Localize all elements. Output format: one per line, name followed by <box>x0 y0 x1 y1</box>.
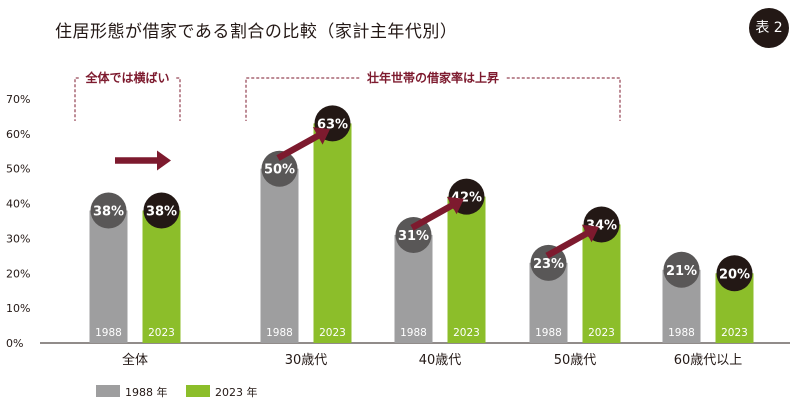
bar-2023 <box>142 210 181 343</box>
y-tick-label: 70% <box>6 93 30 106</box>
value-bubble <box>395 216 432 253</box>
bar-2023 <box>447 196 486 343</box>
value-bubble <box>530 244 567 281</box>
bar-year-label: 1988 <box>668 327 695 339</box>
legend-label: 1988 年 <box>125 385 168 399</box>
annotation-text: 全体では横ばい <box>84 70 169 85</box>
bar-year-label: 2023 <box>453 327 480 339</box>
bar-1988 <box>394 234 433 343</box>
right-arrow-icon <box>115 150 171 171</box>
value-label: 38% <box>93 205 124 220</box>
legend-label: 2023 年 <box>215 385 258 399</box>
annotation-bracket <box>245 77 360 121</box>
x-axis-labels: 全体 30歳代 40歳代 50歳代 60歳代以上 <box>122 352 742 368</box>
bar-year-label: 2023 <box>319 327 346 339</box>
category-label: 40歳代 <box>419 353 462 368</box>
category-label: 50歳代 <box>554 353 597 368</box>
y-tick-label: 60% <box>6 128 30 141</box>
y-tick-label: 10% <box>6 302 30 315</box>
category-label: 全体 <box>122 352 148 368</box>
y-tick-label: 40% <box>6 198 30 211</box>
y-tick-label: 20% <box>6 267 30 280</box>
bar-year-label: 1988 <box>95 327 122 339</box>
y-tick-label: 30% <box>6 232 30 245</box>
annotations: 全体では横ばい 壮年世帯の借家率は上昇 <box>74 70 621 121</box>
bar-year-label: 1988 <box>535 327 562 339</box>
legend-swatch <box>186 385 210 397</box>
value-bubble <box>143 192 180 229</box>
figure-number-badge: 表 2 <box>749 8 789 48</box>
value-label: 23% <box>533 257 564 272</box>
value-label: 21% <box>666 264 697 279</box>
bar-2023 <box>582 224 621 343</box>
annotation-text: 壮年世帯の借家率は上昇 <box>367 70 499 85</box>
bar-year-label: 1988 <box>266 327 293 339</box>
value-label: 20% <box>719 267 750 282</box>
bar-2023 <box>313 123 352 344</box>
bar-year-label: 2023 <box>588 327 615 339</box>
up-right-arrow-icon <box>410 196 464 231</box>
up-right-arrow-icon <box>276 127 330 161</box>
bar-1988 <box>260 168 299 343</box>
value-bubble <box>261 150 298 187</box>
y-tick-label: 50% <box>6 163 30 176</box>
category-label: 30歳代 <box>285 353 328 368</box>
bar-1988 <box>89 210 128 343</box>
trend-arrows <box>115 127 599 259</box>
bar-year-label: 2023 <box>148 327 175 339</box>
value-label: 31% <box>398 229 429 244</box>
bar-year-label: 1988 <box>400 327 427 339</box>
value-label: 38% <box>146 205 177 220</box>
value-bubble <box>90 192 127 229</box>
y-tick-label: 0% <box>6 337 23 350</box>
bar-year-label: 2023 <box>721 327 748 339</box>
annotation-bracket <box>74 77 79 121</box>
value-label: 50% <box>264 163 295 178</box>
value-bubble <box>663 251 700 288</box>
category-label: 60歳代以上 <box>674 353 743 368</box>
chart-title: 住居形態が借家である割合の比較（家計主年代別） <box>55 22 458 42</box>
legend-swatch <box>96 385 120 397</box>
value-bubble <box>716 255 753 292</box>
annotation-bracket <box>176 77 181 121</box>
bars: 198838%202338%198850%202363%198831%20234… <box>89 105 754 344</box>
up-right-arrow-icon <box>545 224 599 259</box>
legend: 1988 年 2023 年 <box>96 385 258 399</box>
annotation-bracket <box>506 77 621 121</box>
